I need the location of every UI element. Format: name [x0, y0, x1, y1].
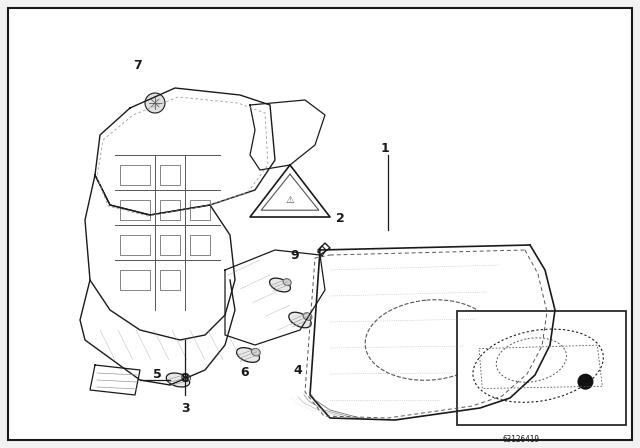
Ellipse shape [252, 349, 260, 356]
Text: 7: 7 [134, 59, 142, 72]
Text: 8: 8 [180, 371, 189, 384]
Text: 2: 2 [335, 211, 344, 224]
Text: 63126419: 63126419 [503, 435, 540, 444]
Bar [120, 165, 150, 185]
Text: ⚠: ⚠ [285, 195, 294, 205]
Bar [160, 200, 180, 220]
Bar [160, 235, 180, 255]
Bar [120, 200, 150, 220]
Text: 3: 3 [180, 401, 189, 414]
Text: 4: 4 [294, 363, 302, 376]
Ellipse shape [289, 312, 311, 328]
Bar [120, 235, 150, 255]
Ellipse shape [269, 278, 291, 292]
Text: 9: 9 [291, 249, 300, 262]
Bar [120, 270, 150, 290]
Text: 5: 5 [152, 367, 161, 380]
Text: 6: 6 [241, 366, 250, 379]
Circle shape [577, 374, 593, 390]
Bar [457, 311, 626, 425]
Text: 1: 1 [381, 142, 389, 155]
Ellipse shape [237, 348, 259, 362]
Bar [190, 200, 210, 220]
Ellipse shape [166, 373, 189, 387]
Bar [160, 165, 180, 185]
Ellipse shape [303, 313, 312, 320]
Circle shape [145, 93, 165, 113]
Bar [160, 270, 180, 290]
Ellipse shape [182, 374, 191, 382]
Ellipse shape [283, 279, 291, 285]
Bar [190, 235, 210, 255]
